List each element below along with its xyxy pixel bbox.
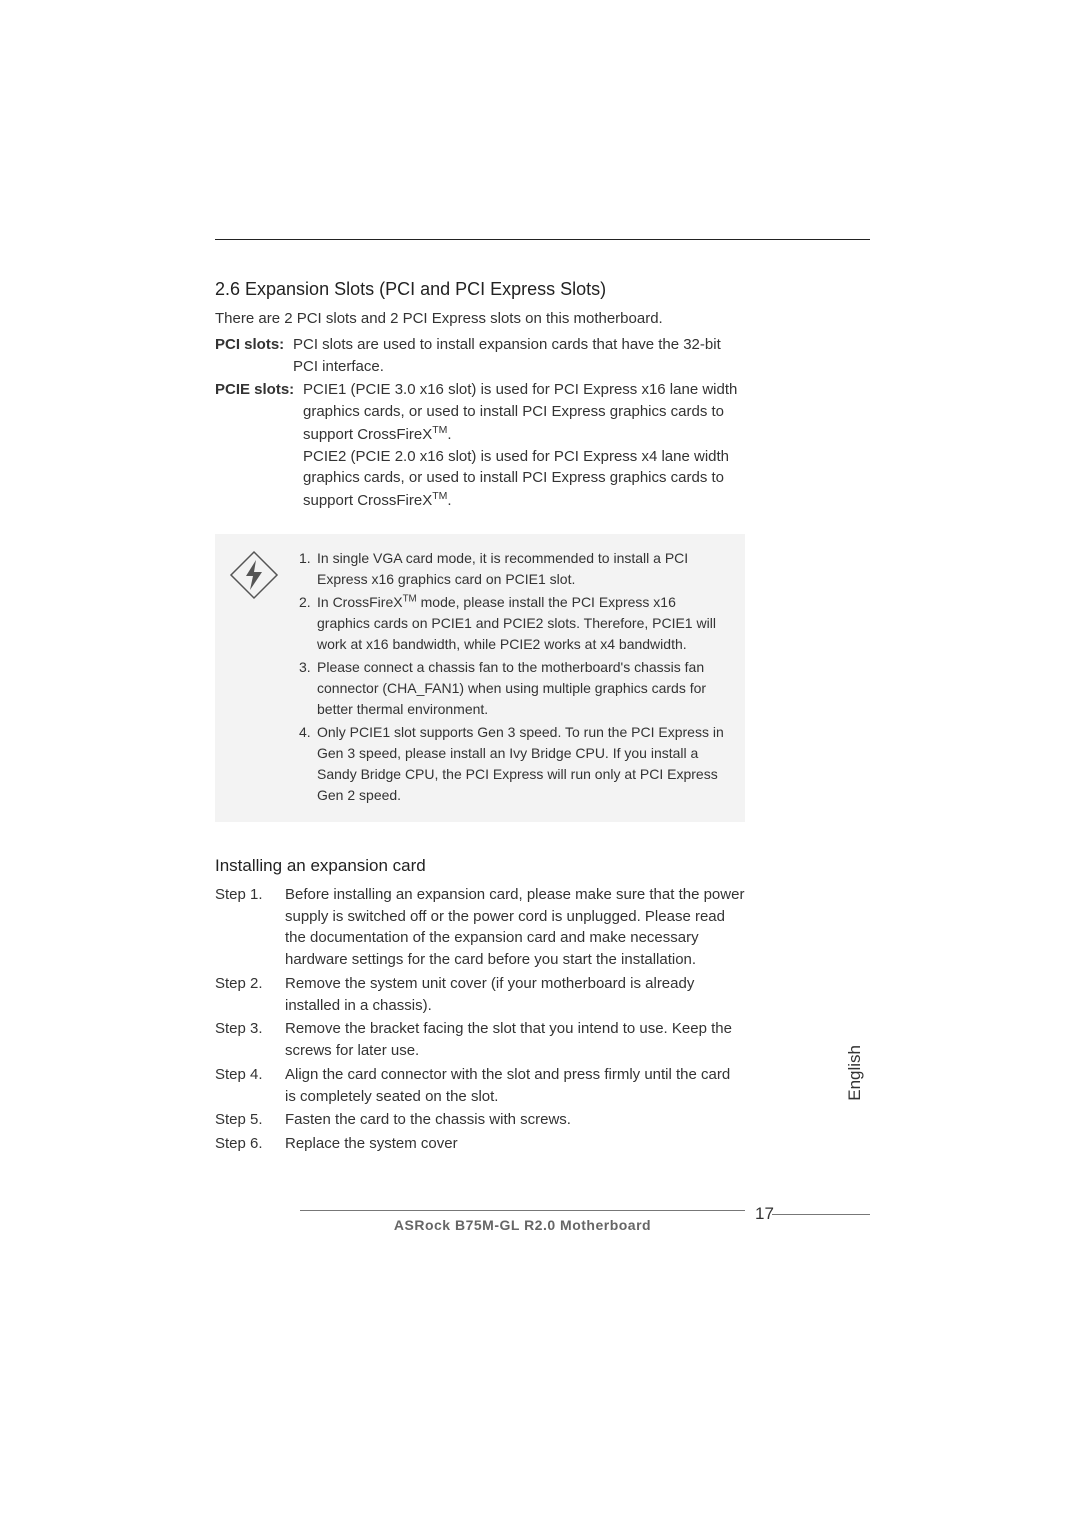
pci-text: PCI slots are used to install expansion … [293, 334, 745, 378]
step-label: Step 5. [215, 1109, 285, 1131]
page-content: 2.6 Expansion Slots (PCI and PCI Express… [215, 235, 745, 1157]
note-item-1: 1. In single VGA card mode, it is recomm… [299, 548, 729, 590]
step-row-6: Step 6. Replace the system cover [215, 1133, 745, 1155]
note-box: 1. In single VGA card mode, it is recomm… [215, 534, 745, 822]
step-label: Step 4. [215, 1064, 285, 1108]
pci-label: PCI slots: [215, 334, 293, 378]
step-row-2: Step 2. Remove the system unit cover (if… [215, 973, 745, 1017]
pcie-text-1a: PCIE1 (PCIE 3.0 x16 slot) is used for PC… [303, 381, 737, 443]
pcie-label: PCIE slots: [215, 379, 303, 512]
note-list: 1. In single VGA card mode, it is recomm… [299, 548, 729, 808]
pcie-slots-row: PCIE slots: PCIE1 (PCIE 3.0 x16 slot) is… [215, 379, 745, 512]
step-text: Align the card connector with the slot a… [285, 1064, 745, 1108]
note-4-text: Only PCIE1 slot supports Gen 3 speed. To… [317, 722, 729, 806]
step-text: Remove the bracket facing the slot that … [285, 1018, 745, 1062]
note-item-2: 2. In CrossFireXTM mode, please install … [299, 592, 729, 655]
step-label: Step 3. [215, 1018, 285, 1062]
pcie-text-2b: . [447, 492, 451, 509]
note-num: 3. [299, 657, 317, 720]
install-title: Installing an expansion card [215, 856, 745, 876]
step-text: Replace the system cover [285, 1133, 745, 1155]
pcie-text-2a: PCIE2 (PCIE 2.0 x16 slot) is used for PC… [303, 448, 729, 510]
language-tab: English [845, 1045, 865, 1101]
note-item-4: 4. Only PCIE1 slot supports Gen 3 speed.… [299, 722, 729, 806]
note-2a: In CrossFireX [317, 594, 403, 610]
step-row-5: Step 5. Fasten the card to the chassis w… [215, 1109, 745, 1131]
section-title: 2.6 Expansion Slots (PCI and PCI Express… [215, 279, 745, 300]
note-item-3: 3. Please connect a chassis fan to the m… [299, 657, 729, 720]
note-2-text: In CrossFireXTM mode, please install the… [317, 592, 729, 655]
step-label: Step 2. [215, 973, 285, 1017]
note-num: 1. [299, 548, 317, 590]
footer-rule [300, 1210, 745, 1211]
pcie-text: PCIE1 (PCIE 3.0 x16 slot) is used for PC… [303, 379, 745, 512]
step-row-1: Step 1. Before installing an expansion c… [215, 884, 745, 971]
footer: ASRock B75M-GL R2.0 Motherboard [300, 1210, 745, 1233]
tm-mark: TM [432, 490, 447, 502]
step-text: Remove the system unit cover (if your mo… [285, 973, 745, 1017]
step-row-4: Step 4. Align the card connector with th… [215, 1064, 745, 1108]
lightning-icon [229, 550, 279, 605]
step-text: Before installing an expansion card, ple… [285, 884, 745, 971]
note-1-text: In single VGA card mode, it is recommend… [317, 548, 729, 590]
step-text: Fasten the card to the chassis with scre… [285, 1109, 745, 1131]
pcie-text-1b: . [447, 426, 451, 443]
footer-text: ASRock B75M-GL R2.0 Motherboard [300, 1217, 745, 1233]
note-num: 4. [299, 722, 317, 806]
section-intro: There are 2 PCI slots and 2 PCI Express … [215, 308, 745, 330]
step-label: Step 6. [215, 1133, 285, 1155]
page-number-rule [772, 1214, 870, 1215]
tm-mark: TM [403, 593, 417, 604]
tm-mark: TM [432, 424, 447, 436]
note-3-text: Please connect a chassis fan to the moth… [317, 657, 729, 720]
step-label: Step 1. [215, 884, 285, 971]
pci-slots-row: PCI slots: PCI slots are used to install… [215, 334, 745, 378]
note-num: 2. [299, 592, 317, 655]
step-row-3: Step 3. Remove the bracket facing the sl… [215, 1018, 745, 1062]
